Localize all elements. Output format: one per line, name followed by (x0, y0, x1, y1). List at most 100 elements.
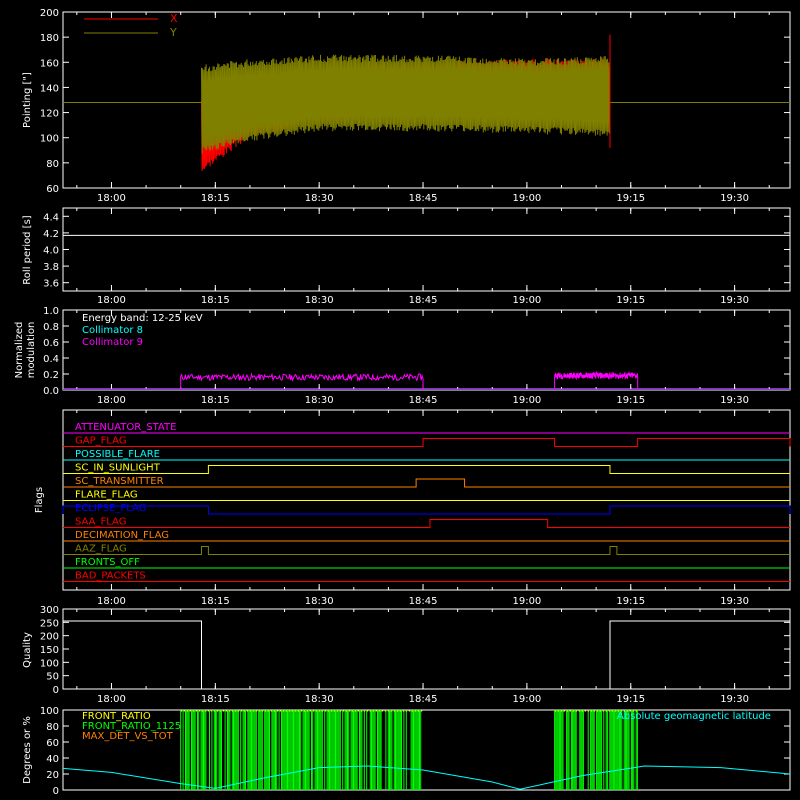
legend-collimator8: Collimator 8 (82, 325, 143, 336)
geomag-series (62, 710, 791, 790)
collimator9-segment (180, 372, 424, 390)
ytick-label: 0.8 (43, 322, 59, 333)
flag-line (63, 519, 790, 528)
xtick-label: 18:00 (97, 295, 126, 306)
xtick-label: 18:15 (201, 193, 230, 204)
xtick-label: 19:15 (616, 596, 645, 607)
xtick-label: 18:00 (97, 193, 126, 204)
pointing-xticks: 18:00 18:15 18:30 18:45 19:00 19:15 19:30 (76, 12, 770, 204)
xtick-label: 19:00 (512, 193, 541, 204)
ytick-label: 0.4 (43, 354, 59, 365)
xtick-label: 19:15 (616, 295, 645, 306)
xtick-label: 18:30 (305, 295, 334, 306)
xtick-label: 18:00 (97, 395, 126, 406)
flag-label: ATTENUATOR_STATE (75, 422, 176, 433)
ytick-label: 200 (40, 632, 59, 643)
pointing-ylabel: Pointing ["] (22, 72, 33, 128)
flag-label: GAP_FLAG (75, 436, 127, 447)
ytick-label: 0.2 (43, 370, 59, 381)
xtick-label: 18:45 (409, 694, 438, 705)
energy-band-annotation: Energy band: 12-25 keV (82, 313, 203, 324)
modulation-panel: Normalized modulation 0.0 0.2 0.4 0.6 0.8 1.0… (14, 306, 791, 406)
pointing-panel: Pointing ["] 60 80 100 120 140 160 180 200 18:0… (22, 8, 791, 204)
xtick-label: 18:45 (409, 596, 438, 607)
xtick-label: 18:45 (409, 395, 438, 406)
geomag-ylabel: Degrees or % (22, 716, 33, 784)
flag-line (63, 438, 791, 447)
flag-line (63, 546, 790, 555)
ytick-label: 3.6 (43, 279, 59, 290)
roll-xticks: 18:00 18:15 18:30 18:45 19:00 19:15 19:30 (76, 208, 770, 306)
ytick-label: 20 (46, 770, 59, 781)
ytick-label: 4.4 (43, 212, 59, 223)
xtick-label: 18:15 (201, 295, 230, 306)
ytick-label: 150 (40, 645, 59, 656)
quality-yticks: 0 50 100 150 200 250 300 (40, 605, 790, 696)
ytick-label: 180 (40, 33, 59, 44)
pointing-yticks: 60 80 100 120 140 160 180 200 (40, 8, 790, 195)
quality-line (63, 620, 790, 690)
geomag-latitude-line (62, 765, 791, 790)
modulation-series (63, 370, 790, 390)
geomag-panel: Degrees or % 0 20 40 60 80 100 FRONT_RATIO FR… (22, 706, 791, 797)
ytick-label: 80 (46, 722, 59, 733)
ytick-label: 0.6 (43, 338, 59, 349)
roll-yticks: 3.6 3.8 4.0 4.2 4.4 (43, 212, 790, 290)
flag-line (62, 505, 791, 515)
quality-series (63, 620, 790, 690)
quality-ylabel: Quality (22, 632, 33, 668)
ytick-label: 60 (46, 184, 59, 195)
ytick-label: 100 (40, 134, 59, 145)
modulation-ylabel-line2: modulation (26, 322, 37, 379)
flag-label: FLARE_FLAG (75, 490, 138, 501)
xtick-label: 19:30 (720, 694, 749, 705)
flag-line (63, 478, 790, 488)
ytick-label: 50 (46, 672, 59, 683)
roll-panel: Roll period [s] 3.63.84.04.24.4 18:00 18:… (22, 207, 791, 306)
legend-max-det-vs-tot: MAX_DET_VS_TOT (82, 731, 174, 742)
modulation-xticks: 18:00 18:15 18:30 18:45 19:00 19:15 19:30 (76, 310, 770, 406)
xtick-label: 18:15 (201, 395, 230, 406)
xtick-label: 19:15 (616, 395, 645, 406)
legend-x-label: X (170, 12, 178, 25)
xtick-label: 18:45 (409, 295, 438, 306)
pointing-plot-area (62, 11, 791, 189)
xtick-label: 18:45 (409, 193, 438, 204)
xtick-label: 19:00 (512, 596, 541, 607)
xtick-label: 18:00 (97, 694, 126, 705)
ytick-label: 4.0 (43, 246, 59, 257)
flag-label: AAZ_FLAG (75, 544, 127, 555)
xtick-label: 18:00 (97, 596, 126, 607)
xtick-label: 18:30 (305, 596, 334, 607)
ytick-label: 300 (40, 605, 59, 616)
pointing-series (63, 34, 790, 171)
xtick-label: 19:30 (720, 395, 749, 406)
flag-label: POSSIBLE_FLARE (75, 449, 160, 460)
xtick-label: 18:15 (201, 596, 230, 607)
roll-ylabel: Roll period [s] (22, 215, 33, 284)
ytick-label: 60 (46, 738, 59, 749)
ytick-label: 0.0 (43, 386, 59, 397)
xtick-label: 18:15 (201, 694, 230, 705)
ytick-label: 0 (53, 786, 59, 797)
ytick-label: 80 (46, 159, 59, 170)
xtick-label: 19:30 (720, 596, 749, 607)
ytick-label: 40 (46, 754, 59, 765)
flag-label: SC_TRANSMITTER (75, 476, 164, 487)
flag-label: DECIMATION_FLAG (75, 530, 169, 541)
geomag-annotation: Absolute geomagnetic latitude (617, 711, 771, 722)
modulation-yticks: 0.0 0.2 0.4 0.6 0.8 1.0 (43, 306, 790, 397)
collimator9-segment (554, 370, 639, 390)
ytick-label: 120 (40, 109, 59, 120)
xtick-label: 18:30 (305, 395, 334, 406)
quality-xticks: 18:00 18:15 18:30 18:45 19:00 19:15 19:30 (76, 609, 770, 705)
xtick-label: 19:30 (720, 295, 749, 306)
ytick-label: 140 (40, 83, 59, 94)
flags-series: ATTENUATOR_STATE GAP_FLAG POSSIBLE_FLARE SC… (62, 422, 791, 582)
ytick-label: 3.8 (43, 262, 59, 273)
ytick-label: 250 (40, 618, 59, 629)
flag-label: SC_IN_SUNLIGHT (75, 463, 161, 474)
xtick-label: 19:00 (512, 694, 541, 705)
legend-front-ratio: FRONT_RATIO (82, 711, 151, 722)
